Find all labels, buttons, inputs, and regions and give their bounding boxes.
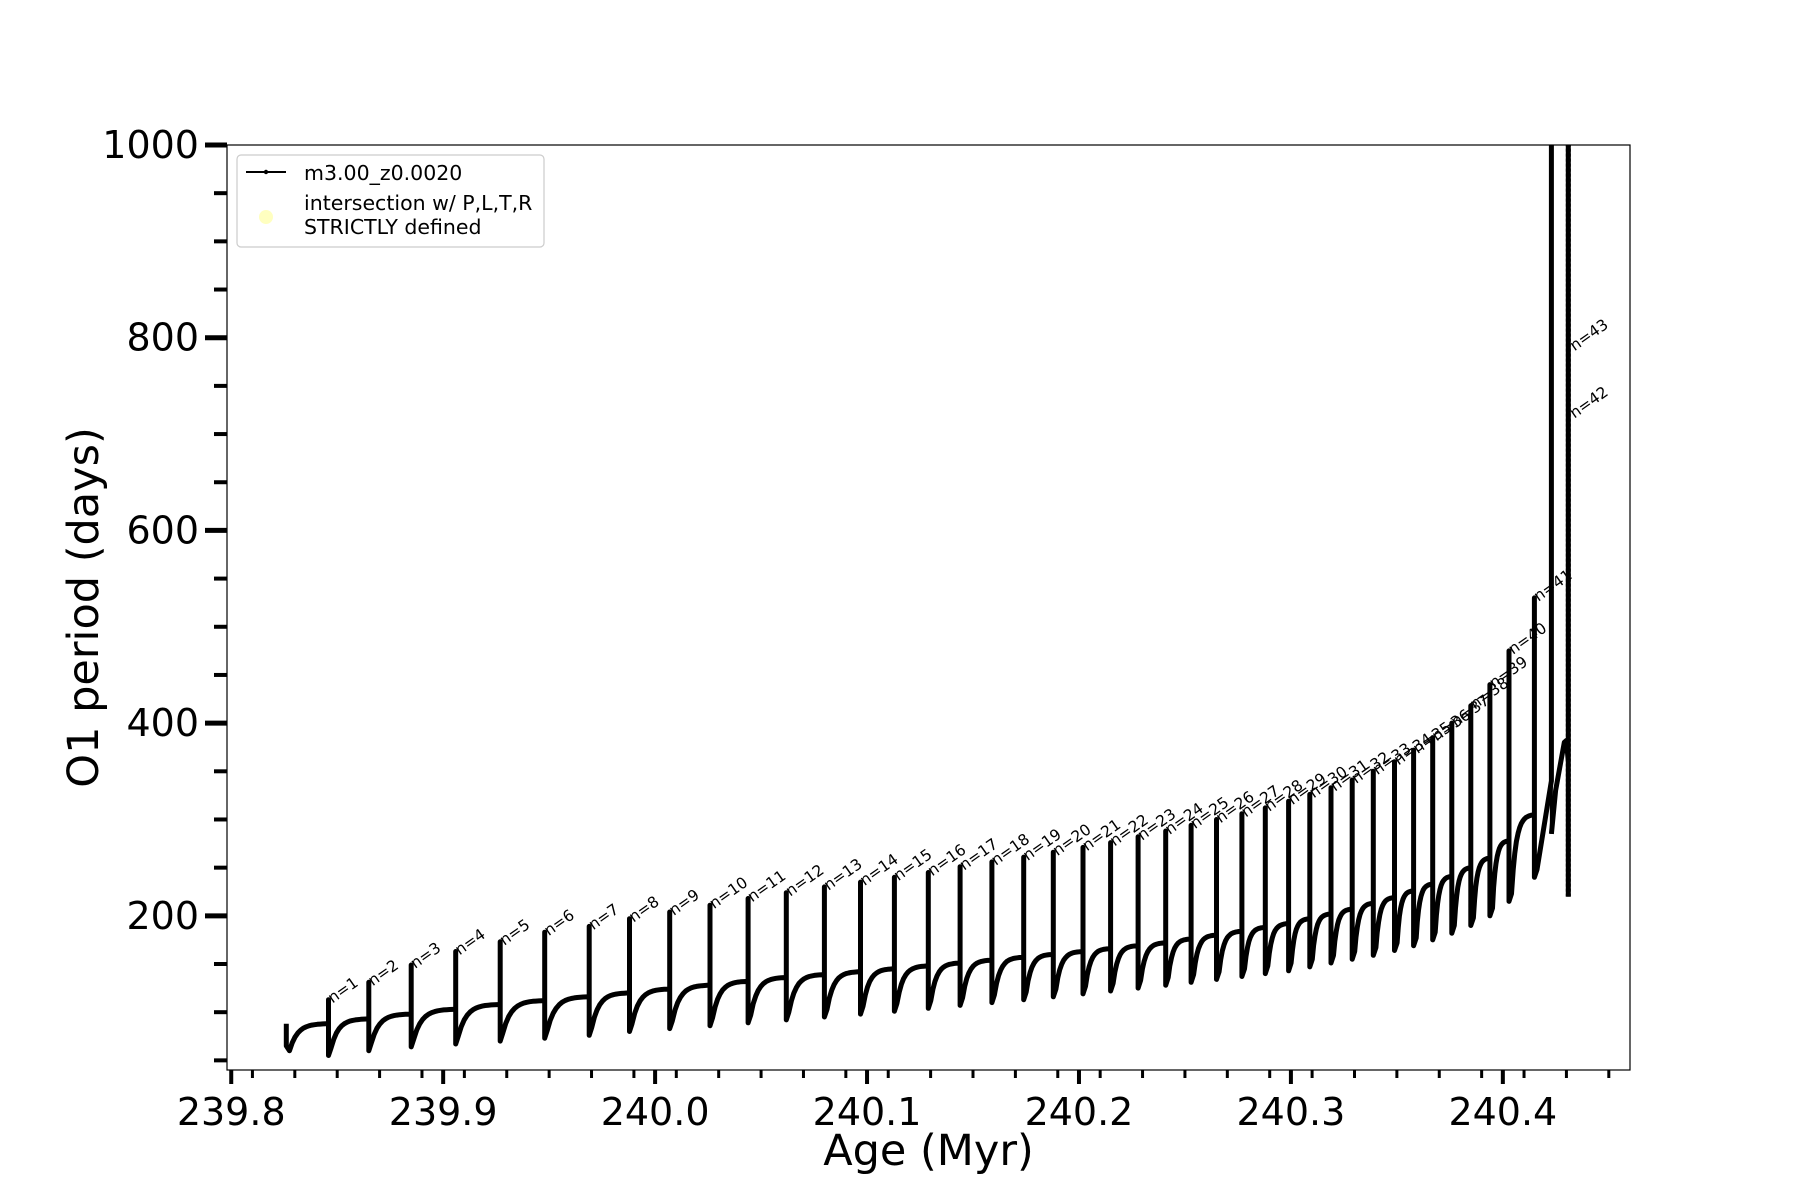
legend-series-swatch-dot [263, 169, 269, 175]
legend-intersection-label: intersection w/ P,L,T,R STRICTLY defined [304, 191, 539, 239]
x-tick-label: 240.2 [1025, 1090, 1134, 1134]
x-axis-title: Age (Myr) [823, 1126, 1034, 1176]
y-tick-label: 200 [126, 894, 199, 938]
legend-intersection-swatch [259, 210, 273, 224]
legend: m3.00_z0.0020 intersection w/ P,L,T,R ST… [236, 154, 545, 248]
legend-series-label: m3.00_z0.0020 [304, 161, 462, 186]
plot-frame [226, 144, 1631, 1071]
series-layer [283, 145, 1571, 1058]
y-axis-title: O1 period (days) [59, 427, 109, 788]
x-tick-label: 240.0 [601, 1090, 710, 1134]
y-tick-label: 800 [126, 316, 199, 360]
y-tick-label: 400 [126, 701, 199, 745]
x-tick-label: 240.4 [1448, 1090, 1557, 1134]
y-tick-label: 600 [126, 508, 199, 552]
legend-intersection-label-line-1: intersection w/ P,L,T,R [304, 191, 532, 215]
x-tick-label: 240.1 [813, 1090, 922, 1134]
legend-intersection-label-line-2: STRICTLY defined [304, 215, 482, 239]
y-tick-label: 1000 [102, 123, 199, 167]
axis-layer: 239.8 239.9 240.0 240.1 240.2 240.3 240.4 200 40… [102, 123, 1611, 1134]
x-tick-label: 239.8 [177, 1090, 286, 1134]
x-tick-label: 239.9 [389, 1090, 498, 1134]
legend-box [236, 154, 545, 248]
x-tick-label: 240.3 [1237, 1090, 1346, 1134]
